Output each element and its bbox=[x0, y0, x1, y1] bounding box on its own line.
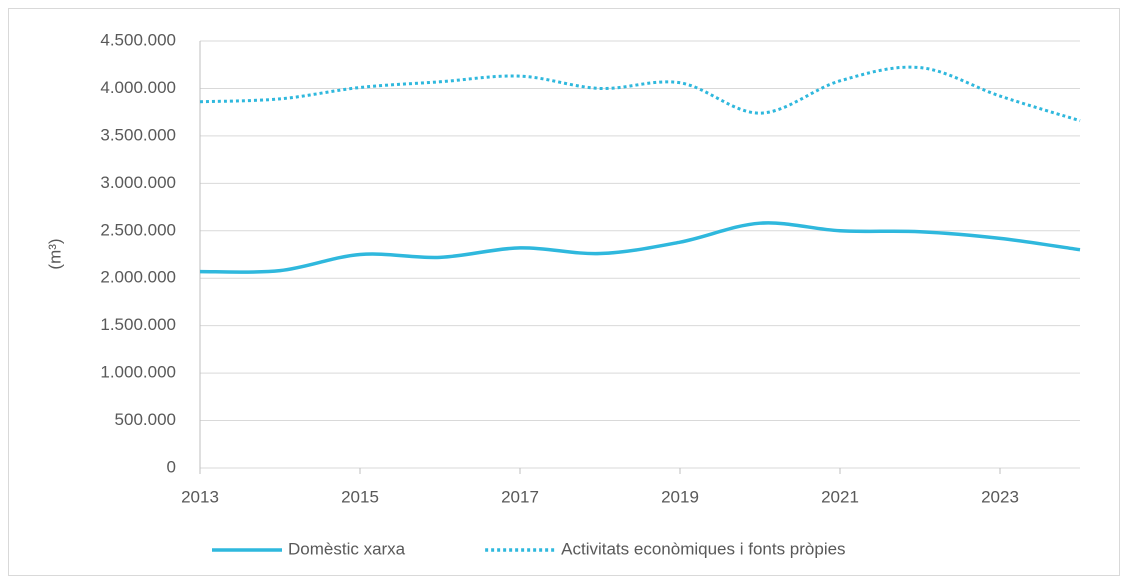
y-tick-label: 3.000.000 bbox=[100, 173, 176, 192]
y-tick-label: 4.000.000 bbox=[100, 78, 176, 97]
x-tick-label: 2023 bbox=[981, 487, 1019, 506]
x-tick-label: 2017 bbox=[501, 487, 539, 506]
x-tick-label: 2015 bbox=[341, 487, 379, 506]
series-line bbox=[199, 221, 1081, 274]
legend-label: Domèstic xarxa bbox=[288, 539, 406, 558]
x-tick-label: 2013 bbox=[181, 487, 219, 506]
y-tick-label: 2.500.000 bbox=[100, 220, 176, 239]
chart-border bbox=[8, 8, 1120, 576]
y-tick-label: 1.500.000 bbox=[100, 315, 176, 334]
x-tick-label: 2019 bbox=[661, 487, 699, 506]
y-tick-label: 4.500.000 bbox=[100, 30, 176, 49]
y-tick-label: 2.000.000 bbox=[100, 268, 176, 287]
legend-label: Activitats econòmiques i fonts pròpies bbox=[561, 539, 845, 558]
y-axis-label: (m³) bbox=[45, 238, 64, 269]
y-tick-label: 500.000 bbox=[115, 410, 176, 429]
x-tick-label: 2021 bbox=[821, 487, 859, 506]
y-tick-label: 1.000.000 bbox=[100, 363, 176, 382]
y-tick-label: 3.500.000 bbox=[100, 125, 176, 144]
series-line bbox=[199, 65, 1081, 123]
y-tick-label: 0 bbox=[167, 457, 176, 476]
